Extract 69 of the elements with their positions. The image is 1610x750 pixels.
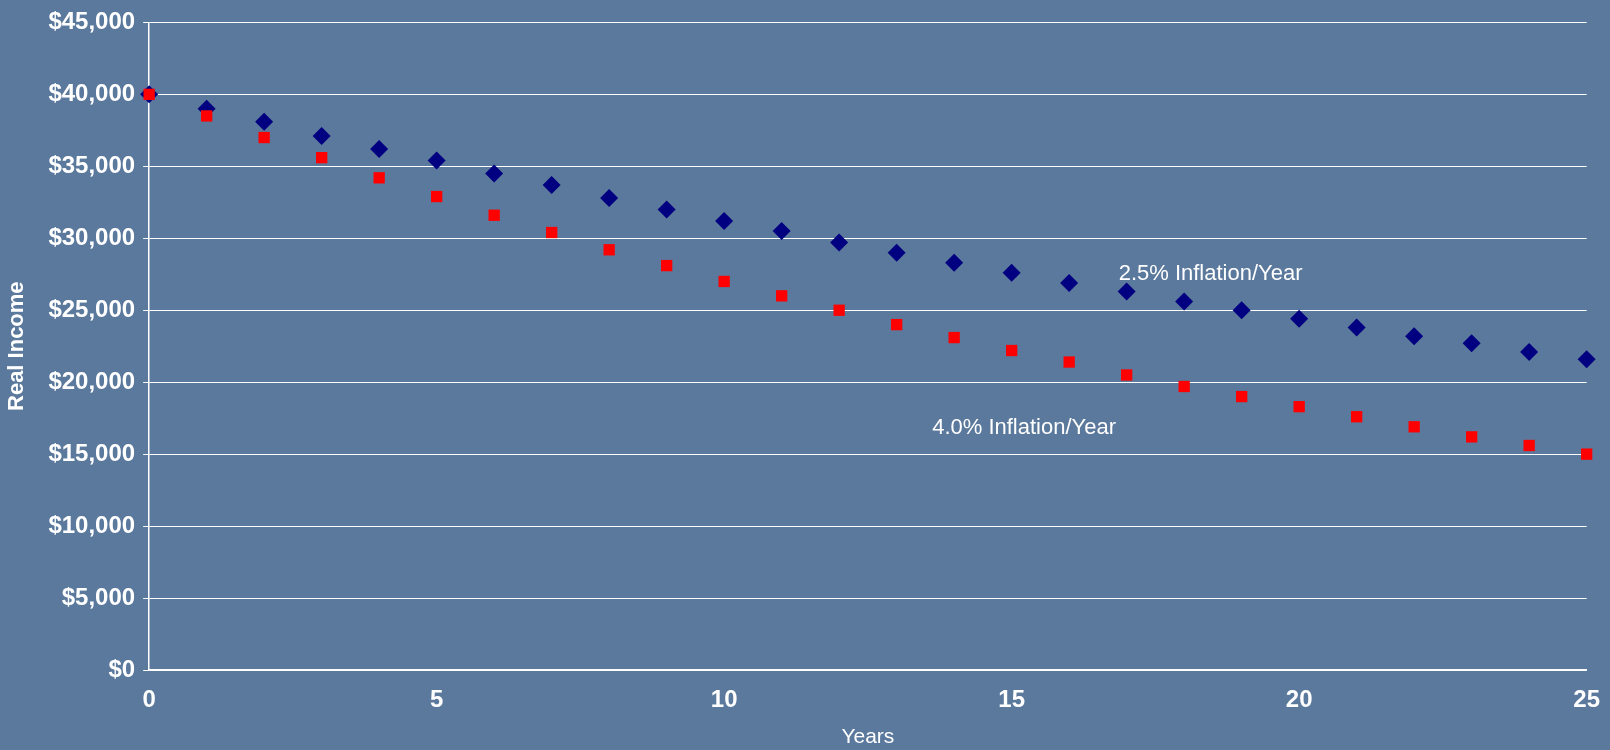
y-tick-label: $30,000: [48, 222, 136, 250]
point: [948, 331, 960, 344]
point: [1002, 263, 1021, 282]
point: [258, 131, 270, 144]
point: [255, 112, 274, 131]
point: [1462, 334, 1481, 353]
point: [1175, 292, 1194, 311]
point: [427, 151, 446, 170]
point: [431, 190, 443, 203]
point: [1351, 411, 1363, 423]
point: [542, 176, 561, 195]
point: [1063, 356, 1075, 368]
y-tick-label: $0: [108, 654, 136, 682]
point: [1347, 318, 1366, 337]
point: [830, 233, 849, 252]
y-tick-label: $20,000: [48, 366, 136, 394]
point: [1236, 390, 1248, 403]
point: [485, 164, 504, 183]
x-tick-label: 15: [998, 685, 1025, 713]
point: [657, 200, 676, 219]
x-tick-label: 10: [710, 685, 738, 713]
x-tick-label: 5: [429, 685, 444, 713]
point: [776, 290, 788, 302]
point: [1293, 400, 1305, 413]
point: [1408, 421, 1420, 433]
point: [1060, 273, 1079, 292]
point: [1006, 344, 1018, 357]
point: [370, 140, 389, 159]
series-label: 2.5% Inflation/Year: [1118, 259, 1303, 285]
point: [1232, 301, 1251, 320]
y-tick-label: $25,000: [48, 294, 136, 322]
point: [1523, 439, 1535, 452]
y-tick-label: $15,000: [48, 438, 136, 466]
y-axis-title: Real Income: [3, 281, 29, 411]
point: [891, 318, 903, 331]
point: [718, 275, 730, 288]
x-tick-label: 0: [142, 685, 156, 713]
point: [600, 188, 619, 207]
point: [1581, 448, 1593, 460]
y-tick-label: $35,000: [48, 150, 136, 178]
y-tick-label: $10,000: [48, 510, 136, 538]
point: [488, 209, 500, 221]
x-tick-label: 20: [1285, 685, 1313, 713]
point: [1290, 309, 1309, 328]
point: [1121, 369, 1133, 381]
x-axis-title: Years: [841, 724, 895, 748]
point: [661, 259, 673, 272]
point: [1466, 431, 1478, 443]
x-tick-label: 25: [1573, 685, 1600, 713]
point: [546, 226, 558, 239]
point: [772, 222, 791, 241]
y-tick-label: $40,000: [48, 78, 136, 106]
point: [316, 152, 328, 164]
point: [603, 244, 615, 256]
y-tick-label: $45,000: [48, 7, 136, 35]
point: [715, 212, 734, 230]
y-tick-label: $5,000: [61, 582, 136, 610]
point: [1178, 380, 1190, 393]
point: [373, 172, 385, 184]
point: [945, 253, 964, 272]
point: [833, 304, 845, 316]
point: [1577, 350, 1596, 369]
point: [1520, 342, 1539, 361]
point: [1117, 282, 1136, 301]
point: [1405, 327, 1424, 346]
point: [887, 243, 906, 262]
series-label: 4.0% Inflation/Year: [932, 413, 1117, 439]
point: [312, 127, 331, 146]
point: [201, 110, 213, 122]
